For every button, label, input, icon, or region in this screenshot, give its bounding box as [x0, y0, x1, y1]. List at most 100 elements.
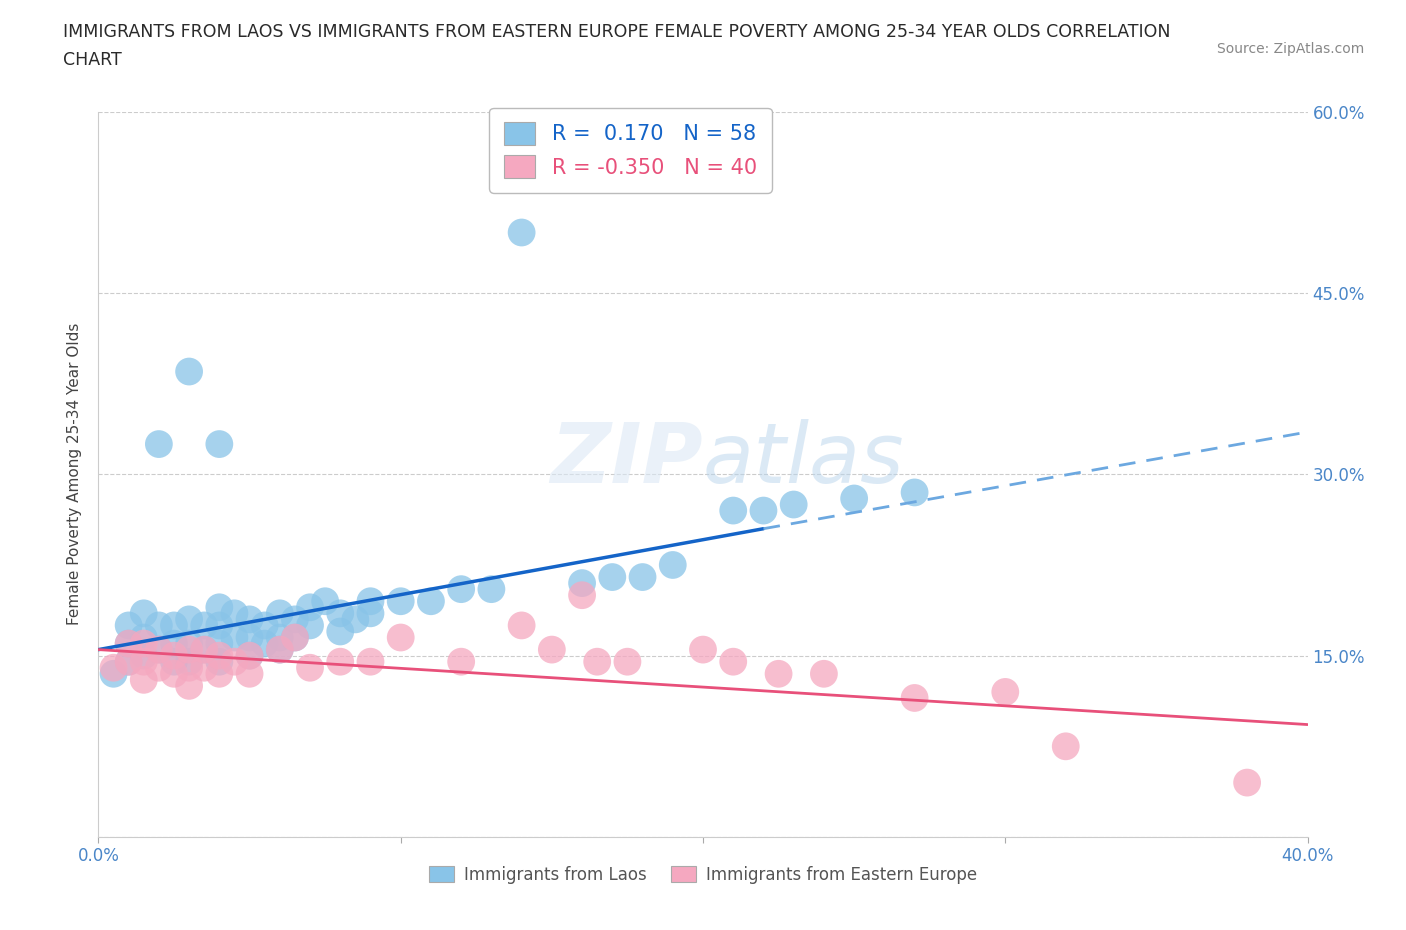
Point [571, 588, 593, 603]
Point [239, 648, 262, 663]
Point [132, 672, 155, 687]
Point [420, 594, 443, 609]
Point [118, 636, 141, 651]
Point [1054, 738, 1077, 753]
Point [329, 606, 352, 621]
Point [389, 631, 412, 645]
Point [193, 642, 215, 657]
Point [193, 618, 215, 633]
Point [208, 666, 231, 681]
Point [904, 485, 927, 500]
Point [224, 631, 246, 645]
Point [163, 618, 186, 633]
Point [179, 612, 201, 627]
Point [132, 606, 155, 621]
Point [360, 606, 382, 621]
Point [179, 636, 201, 651]
Point [1236, 776, 1258, 790]
Point [163, 655, 186, 670]
Point [661, 558, 683, 573]
Point [132, 655, 155, 670]
Point [510, 225, 533, 240]
Point [389, 594, 412, 609]
Point [132, 631, 155, 645]
Point [208, 618, 231, 633]
Point [314, 594, 336, 609]
Point [239, 631, 262, 645]
Point [224, 655, 246, 670]
Point [253, 618, 276, 633]
Point [103, 660, 125, 675]
Text: IMMIGRANTS FROM LAOS VS IMMIGRANTS FROM EASTERN EUROPE FEMALE POVERTY AMONG 25-3: IMMIGRANTS FROM LAOS VS IMMIGRANTS FROM … [63, 23, 1171, 41]
Point [148, 618, 170, 633]
Point [299, 600, 322, 615]
Text: atlas: atlas [703, 419, 904, 500]
Text: ZIP: ZIP [550, 419, 703, 500]
Point [450, 582, 472, 597]
Point [813, 666, 835, 681]
Point [586, 655, 609, 670]
Point [284, 631, 307, 645]
Legend: Immigrants from Laos, Immigrants from Eastern Europe: Immigrants from Laos, Immigrants from Ea… [422, 859, 984, 890]
Point [163, 636, 186, 651]
Point [723, 503, 745, 518]
Point [118, 618, 141, 633]
Point [132, 648, 155, 663]
Point [723, 655, 745, 670]
Point [163, 648, 186, 663]
Point [103, 666, 125, 681]
Point [571, 576, 593, 591]
Y-axis label: Female Poverty Among 25-34 Year Olds: Female Poverty Among 25-34 Year Olds [67, 323, 83, 626]
Point [360, 655, 382, 670]
Point [329, 624, 352, 639]
Point [148, 437, 170, 452]
Point [148, 660, 170, 675]
Point [360, 594, 382, 609]
Point [269, 631, 291, 645]
Text: Source: ZipAtlas.com: Source: ZipAtlas.com [1216, 42, 1364, 56]
Point [631, 569, 654, 585]
Point [239, 648, 262, 663]
Point [616, 655, 638, 670]
Point [193, 642, 215, 657]
Point [284, 612, 307, 627]
Point [692, 642, 714, 657]
Point [208, 648, 231, 663]
Point [602, 569, 624, 585]
Point [148, 642, 170, 657]
Point [148, 642, 170, 657]
Point [299, 660, 322, 675]
Point [269, 642, 291, 657]
Point [844, 491, 866, 506]
Point [208, 437, 231, 452]
Point [163, 666, 186, 681]
Point [253, 636, 276, 651]
Point [179, 365, 201, 379]
Point [193, 660, 215, 675]
Point [132, 636, 155, 651]
Point [208, 655, 231, 670]
Point [118, 655, 141, 670]
Point [768, 666, 790, 681]
Point [994, 684, 1017, 699]
Point [510, 618, 533, 633]
Text: CHART: CHART [63, 51, 122, 69]
Point [329, 655, 352, 670]
Point [179, 660, 201, 675]
Point [269, 606, 291, 621]
Point [284, 631, 307, 645]
Point [118, 655, 141, 670]
Point [239, 612, 262, 627]
Point [179, 679, 201, 694]
Point [904, 690, 927, 706]
Point [208, 636, 231, 651]
Point [179, 655, 201, 670]
Point [239, 666, 262, 681]
Point [752, 503, 775, 518]
Point [118, 636, 141, 651]
Point [208, 600, 231, 615]
Point [481, 582, 503, 597]
Point [540, 642, 562, 657]
Point [299, 618, 322, 633]
Point [179, 642, 201, 657]
